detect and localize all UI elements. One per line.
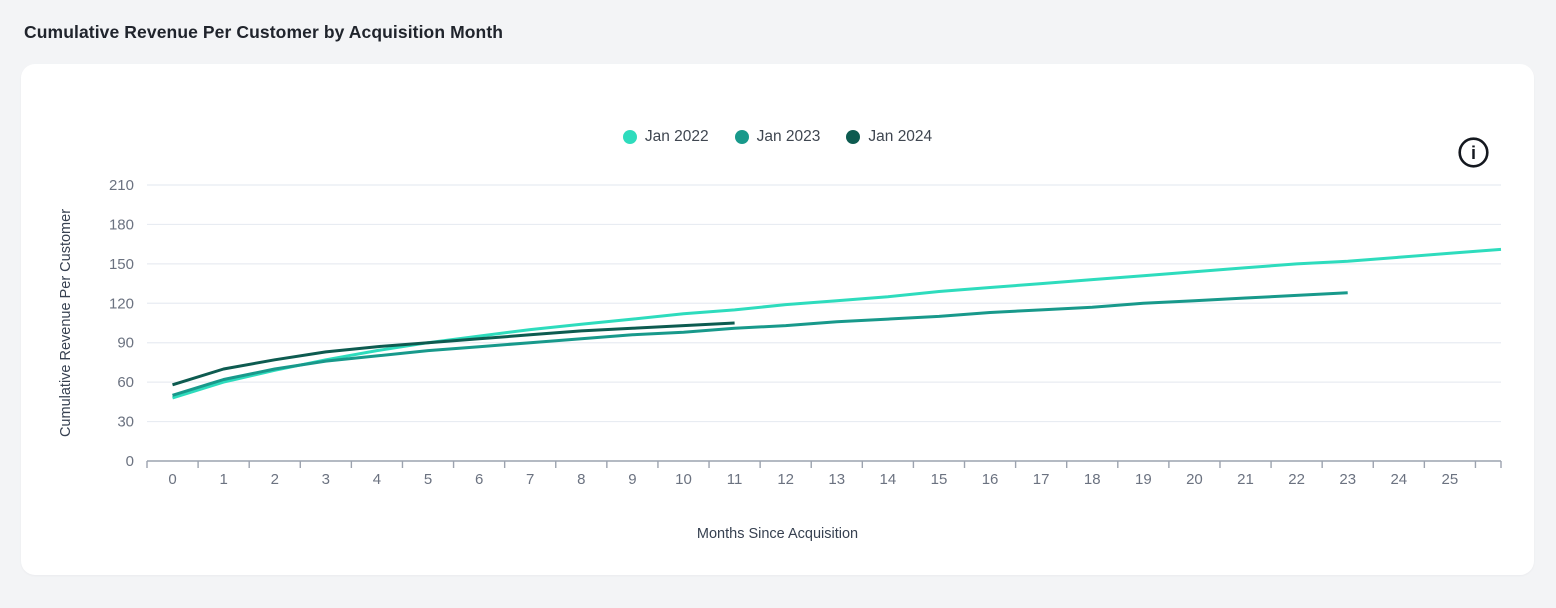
- series-line-jan-2024[interactable]: [172, 321, 735, 387]
- x-tick-label: 1: [219, 471, 227, 488]
- x-tick-label: 20: [1186, 471, 1203, 488]
- gridlines: [147, 184, 1501, 423]
- y-axis: 0 30 60 90 120 150 180 210: [109, 177, 134, 470]
- x-tick-label: 10: [675, 471, 692, 488]
- legend-label: Jan 2023: [756, 128, 821, 145]
- x-tick-label: 24: [1390, 471, 1407, 488]
- y-tick-label: 90: [117, 335, 134, 352]
- info-button[interactable]: i: [1457, 136, 1490, 169]
- x-tick-label: 9: [628, 471, 636, 488]
- x-tick-label: 6: [475, 471, 483, 488]
- x-tick-label: 3: [322, 471, 330, 488]
- x-tick-label: 17: [1033, 471, 1050, 488]
- x-tick-label: 25: [1442, 471, 1459, 488]
- y-tick-label: 0: [126, 453, 134, 470]
- chart-card: 0 1 2 3 4 5 6 7 8 9 10 11 12 13 14 15 16 17 18 19 20 21 22 23 24…: [21, 64, 1534, 575]
- x-tick-label: 0: [168, 471, 176, 488]
- legend-item-jan-2023[interactable]: Jan 2023: [734, 128, 821, 146]
- x-tick-label: 21: [1237, 471, 1254, 488]
- legend-dot-jan-2024: [846, 130, 861, 144]
- x-tick-label: 12: [777, 471, 794, 488]
- x-tick-label: 5: [424, 471, 432, 488]
- x-tick-label: 8: [577, 471, 585, 488]
- x-tick-label: 19: [1135, 471, 1152, 488]
- x-tick-label: 4: [373, 471, 381, 488]
- y-tick-label: 120: [109, 295, 134, 312]
- series-line-jan-2022[interactable]: [172, 247, 1502, 400]
- y-tick-label: 150: [109, 256, 134, 273]
- chart-legend: Jan 2022 Jan 2023 Jan 2024: [21, 128, 1534, 146]
- page-title: Cumulative Revenue Per Customer by Acqui…: [24, 22, 504, 42]
- legend-dot-jan-2023: [734, 130, 749, 144]
- y-axis-title: Cumulative Revenue Per Customer: [58, 208, 74, 438]
- x-axis-title: Months Since Acquisition: [696, 526, 859, 542]
- x-tick-label: 15: [931, 471, 948, 488]
- legend-item-jan-2024[interactable]: Jan 2024: [846, 128, 932, 146]
- info-icon: i: [1458, 137, 1489, 168]
- x-tick-label: 23: [1339, 471, 1356, 488]
- x-tick-label: 14: [880, 471, 897, 488]
- line-chart[interactable]: 0 1 2 3 4 5 6 7 8 9 10 11 12 13 14 15 16 17 18 19 20 21 22 23 24…: [21, 64, 1534, 575]
- x-tick-label: 7: [526, 471, 534, 488]
- x-tick-label: 18: [1084, 471, 1101, 488]
- svg-text:i: i: [1471, 143, 1476, 163]
- x-tick-label: 11: [727, 471, 743, 488]
- y-tick-label: 180: [109, 216, 134, 233]
- x-tick-label: 2: [271, 471, 279, 488]
- series-line-jan-2023[interactable]: [172, 291, 1348, 397]
- y-tick-label: 60: [117, 374, 134, 391]
- x-tick-label: 22: [1288, 471, 1305, 488]
- x-tick-label: 16: [982, 471, 999, 488]
- x-axis: 0 1 2 3 4 5 6 7 8 9 10 11 12 13 14 15 16 17 18 19 20 21 22 23 24…: [146, 460, 1502, 488]
- legend-item-jan-2022[interactable]: Jan 2022: [622, 128, 709, 146]
- legend-label: Jan 2024: [868, 128, 933, 145]
- x-tick-label: 13: [828, 471, 845, 488]
- y-tick-label: 30: [117, 414, 134, 431]
- legend-dot-jan-2022: [622, 130, 637, 144]
- legend-label: Jan 2022: [644, 128, 709, 145]
- y-tick-label: 210: [109, 177, 134, 194]
